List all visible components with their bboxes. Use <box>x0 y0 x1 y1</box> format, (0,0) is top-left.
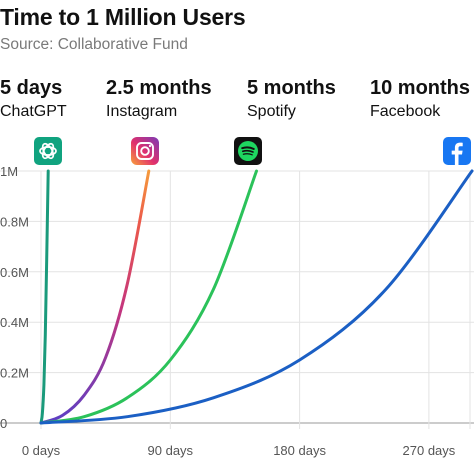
app-label: ChatGPT <box>0 103 67 120</box>
chart-title: Time to 1 Million Users <box>0 4 246 30</box>
app-label: Spotify <box>247 103 296 120</box>
app-label: Facebook <box>370 103 441 120</box>
y-tick-label: 0.6M <box>0 265 29 280</box>
x-tick-label: 180 days <box>273 443 326 458</box>
series-line-instagram <box>39 169 151 425</box>
annotation-facebook: 10 months Facebook <box>370 76 470 123</box>
x-tick-label: 270 days <box>403 443 456 458</box>
y-tick-label: 0.2M <box>0 366 29 381</box>
chart-subtitle: Source: Collaborative Fund <box>0 36 188 53</box>
annotation-spotify: 5 months Spotify <box>247 76 336 123</box>
duration-label: 10 months <box>370 77 471 99</box>
chatgpt-icon <box>34 137 62 165</box>
y-tick-label: 1M <box>0 164 18 179</box>
series-line-spotify <box>39 169 258 425</box>
series-line-facebook <box>39 169 474 425</box>
facebook-icon <box>443 137 471 165</box>
x-tick-label: 90 days <box>148 443 194 458</box>
annotation-chatgpt: 5 days ChatGPT <box>0 76 67 123</box>
series-line-chatgpt <box>39 169 50 425</box>
duration-label: 5 days <box>0 77 63 99</box>
y-tick-label: 0 <box>0 416 7 431</box>
duration-label: 2.5 months <box>106 77 212 99</box>
y-tick-label: 0.8M <box>0 214 29 229</box>
instagram-icon <box>131 137 159 165</box>
spotify-icon <box>234 137 262 165</box>
duration-label: 5 months <box>247 77 336 99</box>
x-tick-label: 0 days <box>22 443 61 458</box>
app-label: Instagram <box>106 103 178 120</box>
annotation-instagram: 2.5 months Instagram <box>106 76 212 123</box>
y-tick-label: 0.4M <box>0 315 29 330</box>
